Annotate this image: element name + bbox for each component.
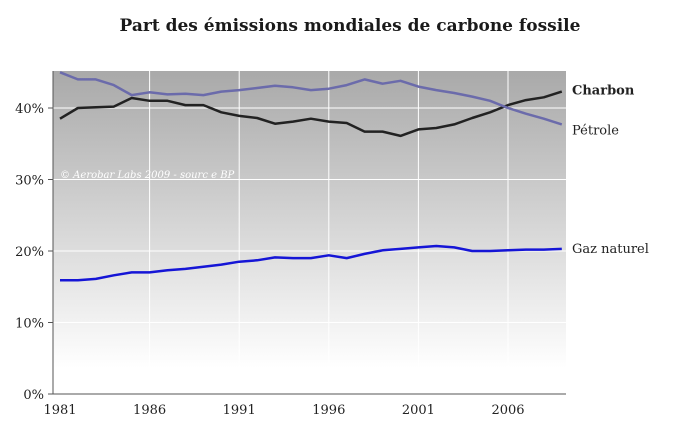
x-tick-label: 1996 [312, 403, 345, 418]
y-tick-label: 20% [15, 245, 44, 260]
series-line-charbon [59, 90, 563, 138]
chart-title: Part des émissions mondiales de carbone … [119, 16, 581, 36]
y-tick-label: 10% [15, 317, 44, 332]
series-line-petrole [59, 71, 563, 126]
series-label: Pétrole [572, 123, 619, 138]
tick-labels: 1981 1986 1991 1996 2001 2006 0% 10% 20% 30% 40% [15, 102, 524, 418]
series-label: Charbon [572, 84, 635, 99]
credit-annotation: © Aerobar Labs 2009 - sourc e BP [60, 170, 235, 181]
x-tick-label: 1986 [133, 403, 166, 418]
y-tick-label: 0% [23, 388, 44, 403]
series-label: Gaz naturel [572, 242, 649, 257]
series-labels: Charbon Pétrole Gaz naturel [572, 84, 649, 257]
axes [48, 71, 566, 395]
series-lines [59, 71, 563, 282]
x-tick-label: 2006 [491, 403, 524, 418]
x-tick-label: 1981 [43, 403, 76, 418]
x-tick-label: 1991 [223, 403, 256, 418]
x-tick-label: 2001 [402, 403, 435, 418]
plot-background [53, 71, 566, 394]
y-tick-label: 30% [15, 174, 44, 189]
grid-lines [53, 71, 566, 394]
series-line-gaz-naturel [60, 244, 562, 282]
y-tick-label: 40% [15, 102, 44, 117]
